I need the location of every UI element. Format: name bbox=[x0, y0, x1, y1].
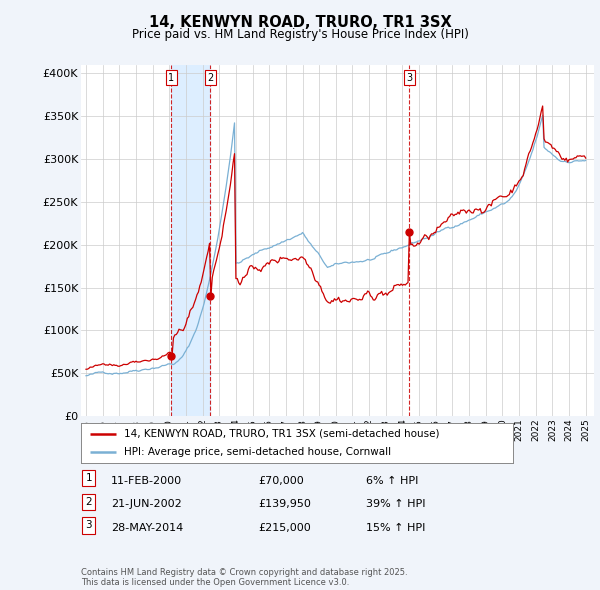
Text: £139,950: £139,950 bbox=[258, 499, 311, 509]
Text: 39% ↑ HPI: 39% ↑ HPI bbox=[366, 499, 425, 509]
Text: 3: 3 bbox=[406, 73, 412, 83]
Text: 28-MAY-2014: 28-MAY-2014 bbox=[111, 523, 183, 533]
Text: Price paid vs. HM Land Registry's House Price Index (HPI): Price paid vs. HM Land Registry's House … bbox=[131, 28, 469, 41]
Bar bbox=[171, 65, 211, 416]
Text: 3: 3 bbox=[85, 520, 92, 530]
Text: £215,000: £215,000 bbox=[258, 523, 311, 533]
Text: 1: 1 bbox=[85, 473, 92, 483]
Text: 21-JUN-2002: 21-JUN-2002 bbox=[111, 499, 182, 509]
Text: 2: 2 bbox=[85, 497, 92, 507]
Text: 11-FEB-2000: 11-FEB-2000 bbox=[111, 476, 182, 486]
Text: 15% ↑ HPI: 15% ↑ HPI bbox=[366, 523, 425, 533]
Text: 14, KENWYN ROAD, TRURO, TR1 3SX (semi-detached house): 14, KENWYN ROAD, TRURO, TR1 3SX (semi-de… bbox=[124, 429, 440, 439]
Text: 1: 1 bbox=[168, 73, 175, 83]
Text: 6% ↑ HPI: 6% ↑ HPI bbox=[366, 476, 418, 486]
Text: 2: 2 bbox=[207, 73, 214, 83]
Text: HPI: Average price, semi-detached house, Cornwall: HPI: Average price, semi-detached house,… bbox=[124, 447, 391, 457]
Text: Contains HM Land Registry data © Crown copyright and database right 2025.
This d: Contains HM Land Registry data © Crown c… bbox=[81, 568, 407, 587]
Text: 14, KENWYN ROAD, TRURO, TR1 3SX: 14, KENWYN ROAD, TRURO, TR1 3SX bbox=[149, 15, 451, 30]
Text: £70,000: £70,000 bbox=[258, 476, 304, 486]
